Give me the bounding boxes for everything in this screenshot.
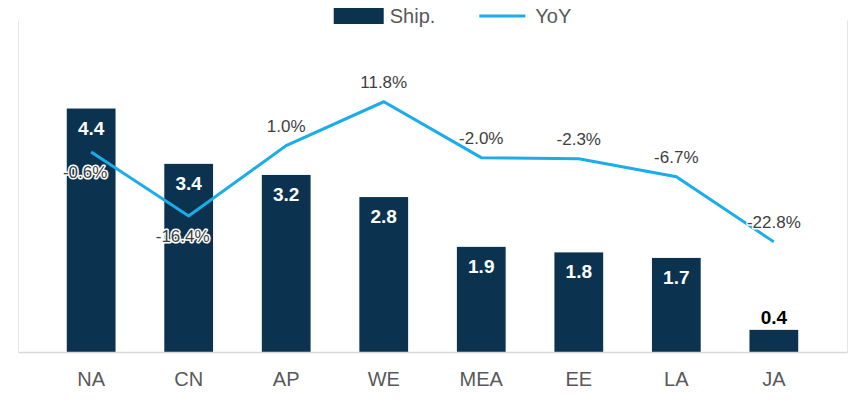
x-tick-label: AP	[273, 368, 300, 390]
line-label: -6.7%	[654, 148, 698, 167]
bar-label: 1.9	[468, 256, 494, 277]
bar-label: 2.8	[371, 206, 397, 227]
x-axis: NA CN AP WE MEA EE LA JA	[19, 353, 848, 391]
plot-area	[67, 102, 798, 352]
data-labels: 4.4 3.4 3.2 2.8 1.9 1.8 1.7 0.4 -0.6% -16.4% 1.0% 1…	[63, 73, 801, 328]
legend-swatch	[334, 8, 384, 24]
bar	[457, 247, 506, 352]
x-tick-label: LA	[664, 368, 689, 390]
bar-label: 1.7	[663, 267, 689, 288]
chart: 4.4 3.4 3.2 2.8 1.9 1.8 1.7 0.4 -0.6% -16.4% 1.0% 1…	[0, 0, 865, 409]
x-axis-line	[19, 352, 848, 354]
bar	[652, 258, 701, 352]
x-tick: WE	[368, 368, 400, 390]
bar	[164, 164, 213, 352]
bar-label: 3.4	[175, 173, 202, 194]
x-tick: MEA	[460, 368, 504, 390]
bar-label: 0.4	[761, 307, 788, 328]
line-label: -0.6%	[63, 163, 107, 182]
x-tick: NA	[77, 368, 105, 390]
legend-label: YoY	[535, 5, 571, 27]
y-axis	[18, 21, 19, 353]
legend-entry: Ship.	[334, 5, 436, 27]
line-label: -2.0%	[459, 129, 503, 148]
x-tick: EE	[565, 368, 592, 390]
bar-label: 3.2	[273, 184, 299, 205]
bar-label: 4.4	[78, 118, 105, 139]
bar	[749, 330, 798, 352]
legend-label: Ship.	[390, 5, 436, 27]
y2-axis-line	[847, 21, 848, 353]
legend-entry: YoY	[479, 5, 571, 27]
bar	[359, 197, 408, 352]
x-tick-label: MEA	[460, 368, 504, 390]
line-label: -2.3%	[557, 130, 601, 149]
x-tick-label: WE	[368, 368, 400, 390]
bar	[554, 252, 603, 352]
y-axis-line	[18, 21, 19, 353]
x-tick: JA	[762, 368, 786, 390]
legend-swatch	[479, 15, 525, 18]
line	[91, 102, 774, 242]
line-label: 1.0%	[267, 117, 306, 136]
line-label: 11.8%	[360, 73, 407, 92]
bar-label: 1.8	[566, 261, 592, 282]
x-tick-label: EE	[565, 368, 592, 390]
bar	[262, 175, 311, 352]
x-tick: CN	[174, 368, 203, 390]
legend: Ship. YoY	[334, 5, 572, 27]
line-label: -16.4%	[156, 227, 210, 246]
x-tick-label: NA	[77, 368, 105, 390]
line-label: -22.8%	[747, 213, 801, 232]
bar	[67, 109, 116, 352]
y2-axis	[847, 21, 848, 353]
x-tick: AP	[273, 368, 300, 390]
x-tick-label: JA	[762, 368, 786, 390]
x-tick: LA	[664, 368, 689, 390]
x-tick-label: CN	[174, 368, 203, 390]
